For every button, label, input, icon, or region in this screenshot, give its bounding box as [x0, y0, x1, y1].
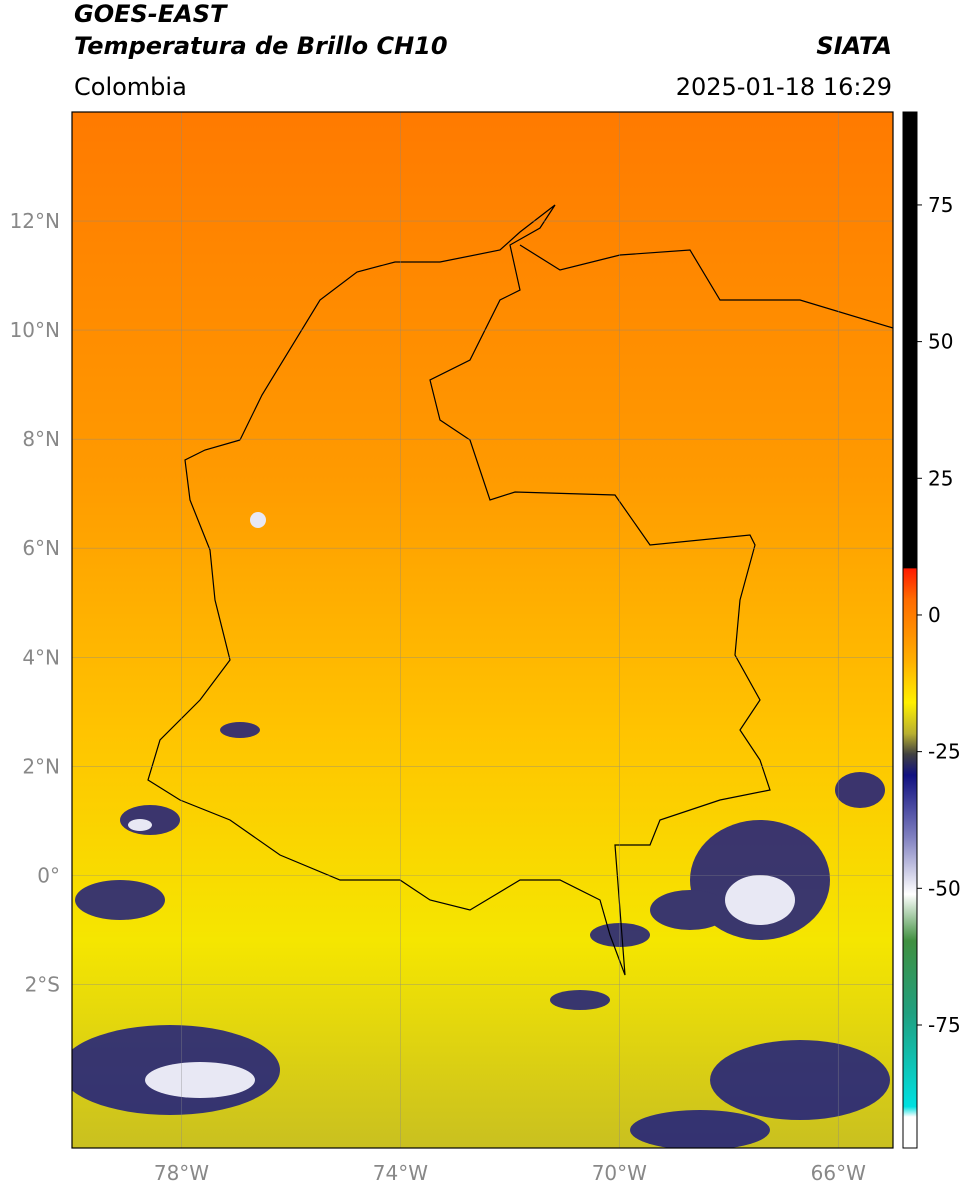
lon-label: 70°W [592, 1161, 647, 1185]
lat-label: 0° [37, 863, 60, 887]
colorbar-label: 50 [928, 330, 953, 354]
lat-label: 10°N [10, 318, 60, 342]
lat-label: 8°N [22, 427, 60, 451]
subtitle: Temperatura de Brillo CH10 [74, 32, 448, 60]
colorbar-label: 0 [928, 603, 941, 627]
coastline [519, 244, 893, 329]
colorbar-label: -75 [928, 1013, 961, 1037]
lon-label: 66°W [811, 1161, 866, 1185]
colorbar-label: 75 [928, 193, 953, 217]
colorbar-label: -25 [928, 740, 961, 764]
lat-label: 2°N [22, 754, 60, 778]
lon-label: 74°W [373, 1161, 428, 1185]
cold-tops [128, 512, 795, 1098]
colombia-border [147, 204, 771, 976]
source: SIATA [816, 32, 892, 60]
temperature-field [72, 112, 893, 1148]
lat-label: 6°N [22, 536, 60, 560]
colorbar-label: 25 [928, 466, 953, 490]
lat-label: 2°S [25, 972, 60, 996]
imagery [72, 112, 893, 1148]
lon-label: 78°W [154, 1161, 209, 1185]
colorbar [902, 111, 918, 1149]
map-frame [71, 111, 894, 1149]
lat-label: 4°N [22, 645, 60, 669]
title: GOES-EAST [74, 0, 228, 28]
colorbar-label: -50 [928, 876, 961, 900]
lat-label: 12°N [10, 209, 60, 233]
region: Colombia [74, 73, 187, 101]
datetime: 2025-01-18 16:29 [676, 73, 892, 101]
